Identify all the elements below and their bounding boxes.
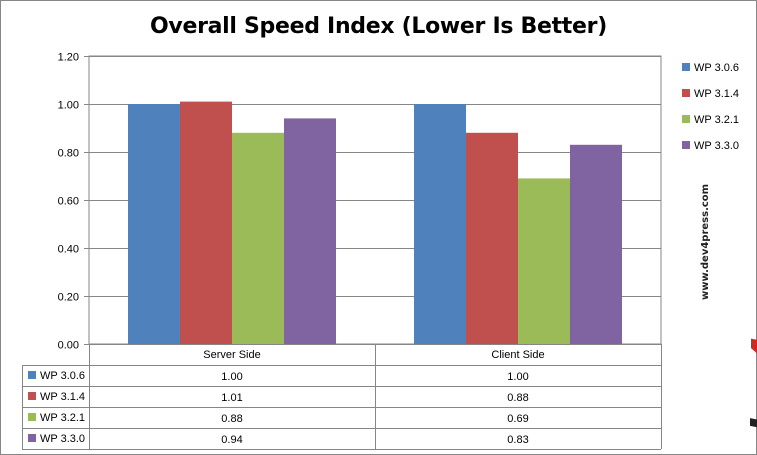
bar: [180, 101, 232, 344]
bars: [128, 101, 622, 345]
table-series-label: WP 3.0.6: [40, 370, 85, 382]
legend-label: WP 3.2.1: [694, 114, 739, 126]
y-tick-label: 0.20: [58, 292, 79, 304]
y-tick-label: 0.40: [58, 244, 79, 256]
bar: [284, 118, 336, 345]
bar: [128, 104, 180, 344]
table-legend-key: [28, 413, 36, 421]
y-tick-label: 0.80: [58, 148, 79, 160]
legend-label: WP 3.1.4: [694, 88, 739, 100]
bar: [414, 104, 466, 344]
legend-label: WP 3.3.0: [694, 140, 739, 152]
legend-key: [682, 89, 690, 97]
legend: WP 3.0.6 WP 3.1.4 WP 3.2.1 WP 3.3.0: [682, 62, 739, 152]
bar: [518, 178, 570, 344]
watermark-url: www.dev4press.com: [700, 183, 711, 300]
table-legend-key: [28, 434, 36, 442]
bar: [232, 132, 284, 344]
dev4press-watermark: dev4press www.dev4press.com: [692, 180, 757, 450]
data-label: 0.88: [221, 413, 242, 425]
legend-label: WP 3.0.6: [694, 62, 739, 74]
data-label: 1.00: [221, 371, 242, 383]
data-label: 0.83: [507, 434, 528, 446]
legend-key: [682, 63, 690, 71]
y-tick-label: 0.60: [58, 196, 79, 208]
bar: [466, 132, 518, 344]
data-table: Server Side Client Side WP 3.0.6 1.00 1.00 WP…: [22, 344, 662, 450]
table-series-label: WP 3.2.1: [40, 412, 85, 424]
data-label: 1.00: [507, 371, 528, 383]
data-label: 0.94: [221, 434, 242, 446]
table-legend-key: [28, 371, 36, 379]
bar: [570, 144, 622, 344]
table-series-label: WP 3.3.0: [40, 433, 85, 445]
chart-title: Overall Speed Index (Lower Is Better): [150, 14, 607, 39]
dev4press-logo: dev4press: [743, 211, 757, 450]
y-tick-label: 1.20: [58, 52, 79, 64]
table-series-label: WP 3.1.4: [40, 391, 85, 403]
data-label: 0.69: [507, 413, 528, 425]
data-label: 1.01: [221, 392, 242, 404]
y-tick-label: 1.00: [58, 100, 79, 112]
legend-key: [682, 141, 690, 149]
y-axis: 0.00 0.20 0.40 0.60 0.80 1.00 1.20: [58, 52, 89, 352]
data-label: 0.88: [507, 392, 528, 404]
table-legend-key: [28, 392, 36, 400]
x-category-label: Server Side: [203, 349, 260, 361]
x-category-label: Client Side: [491, 349, 544, 361]
legend-key: [682, 115, 690, 123]
y-tick-label: 0.00: [58, 340, 79, 352]
